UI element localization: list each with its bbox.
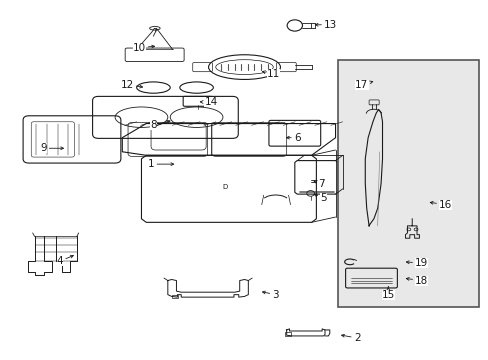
- Text: 7: 7: [313, 179, 324, 189]
- Bar: [285, 332, 290, 336]
- Text: 10: 10: [132, 43, 154, 53]
- Text: 1: 1: [147, 159, 173, 169]
- Text: D: D: [222, 184, 227, 190]
- Text: 15: 15: [381, 287, 394, 300]
- Text: 19: 19: [406, 258, 427, 268]
- Text: 16: 16: [429, 200, 451, 210]
- Text: 8: 8: [150, 120, 170, 130]
- Text: 9: 9: [40, 143, 63, 153]
- Text: 18: 18: [406, 275, 427, 285]
- Text: 3: 3: [262, 290, 278, 300]
- Text: 14: 14: [200, 98, 217, 107]
- Text: 5: 5: [313, 193, 326, 203]
- Text: 6: 6: [286, 133, 300, 143]
- Text: 4: 4: [57, 255, 73, 266]
- Bar: [337, 60, 478, 307]
- Text: 11: 11: [262, 69, 279, 79]
- Text: 2: 2: [341, 333, 360, 343]
- Text: 17: 17: [355, 80, 372, 90]
- Text: 12: 12: [120, 80, 142, 90]
- Bar: [171, 294, 178, 298]
- Text: 13: 13: [315, 20, 337, 30]
